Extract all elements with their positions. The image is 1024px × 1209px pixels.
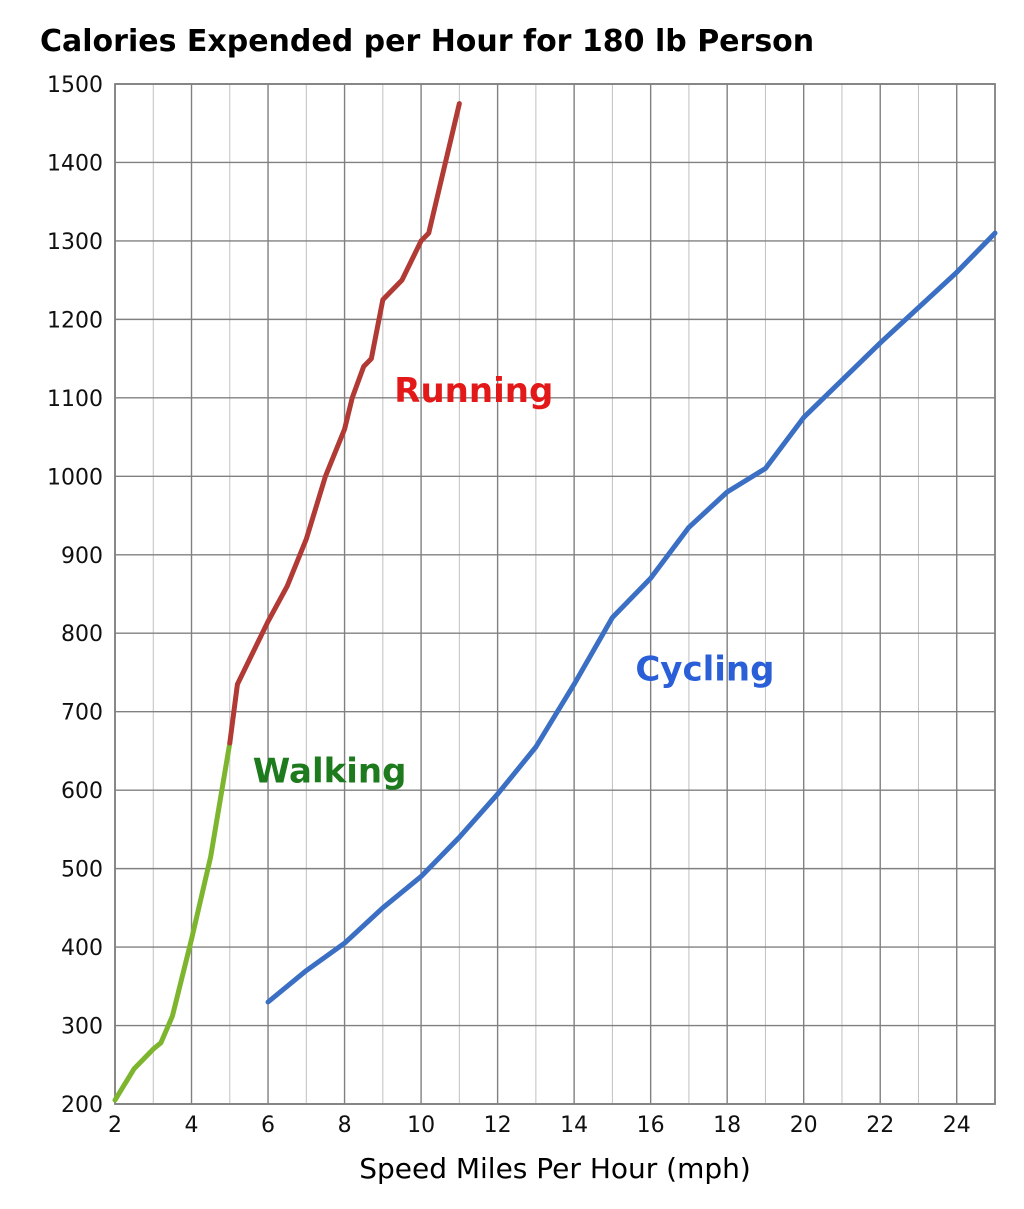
x-tick-label: 18 xyxy=(713,1113,741,1138)
y-tick-label: 400 xyxy=(61,936,103,961)
x-tick-label: 2 xyxy=(108,1113,122,1138)
label-cycling: Cycling xyxy=(635,649,774,689)
y-tick-label: 500 xyxy=(61,858,103,883)
label-walking: Walking xyxy=(253,751,407,791)
x-tick-label: 6 xyxy=(261,1113,275,1138)
y-tick-label: 1300 xyxy=(47,230,103,255)
x-tick-label: 20 xyxy=(790,1113,818,1138)
x-tick-label: 4 xyxy=(185,1113,199,1138)
calories-line-chart: 2468101214161820222420030040050060070080… xyxy=(0,0,1024,1209)
x-tick-label: 12 xyxy=(484,1113,512,1138)
y-tick-label: 600 xyxy=(61,779,103,804)
x-tick-label: 14 xyxy=(560,1113,588,1138)
y-tick-label: 1200 xyxy=(47,308,103,333)
x-tick-label: 24 xyxy=(943,1113,971,1138)
y-tick-label: 800 xyxy=(61,622,103,647)
chart-container: Calories Expended per Hour for 180 lb Pe… xyxy=(0,0,1024,1209)
x-tick-label: 22 xyxy=(866,1113,894,1138)
y-tick-label: 700 xyxy=(61,701,103,726)
y-tick-label: 300 xyxy=(61,1015,103,1040)
y-tick-label: 1500 xyxy=(47,73,103,98)
y-tick-label: 1400 xyxy=(47,151,103,176)
x-tick-label: 10 xyxy=(407,1113,435,1138)
y-tick-label: 1000 xyxy=(47,465,103,490)
x-axis-label: Speed Miles Per Hour (mph) xyxy=(115,1152,995,1185)
y-tick-label: 900 xyxy=(61,544,103,569)
y-tick-label: 200 xyxy=(61,1093,103,1118)
y-tick-label: 1100 xyxy=(47,387,103,412)
label-running: Running xyxy=(394,371,553,411)
x-tick-label: 8 xyxy=(338,1113,352,1138)
series-walking xyxy=(115,743,230,1100)
series-cycling xyxy=(268,233,995,1002)
x-tick-label: 16 xyxy=(637,1113,665,1138)
